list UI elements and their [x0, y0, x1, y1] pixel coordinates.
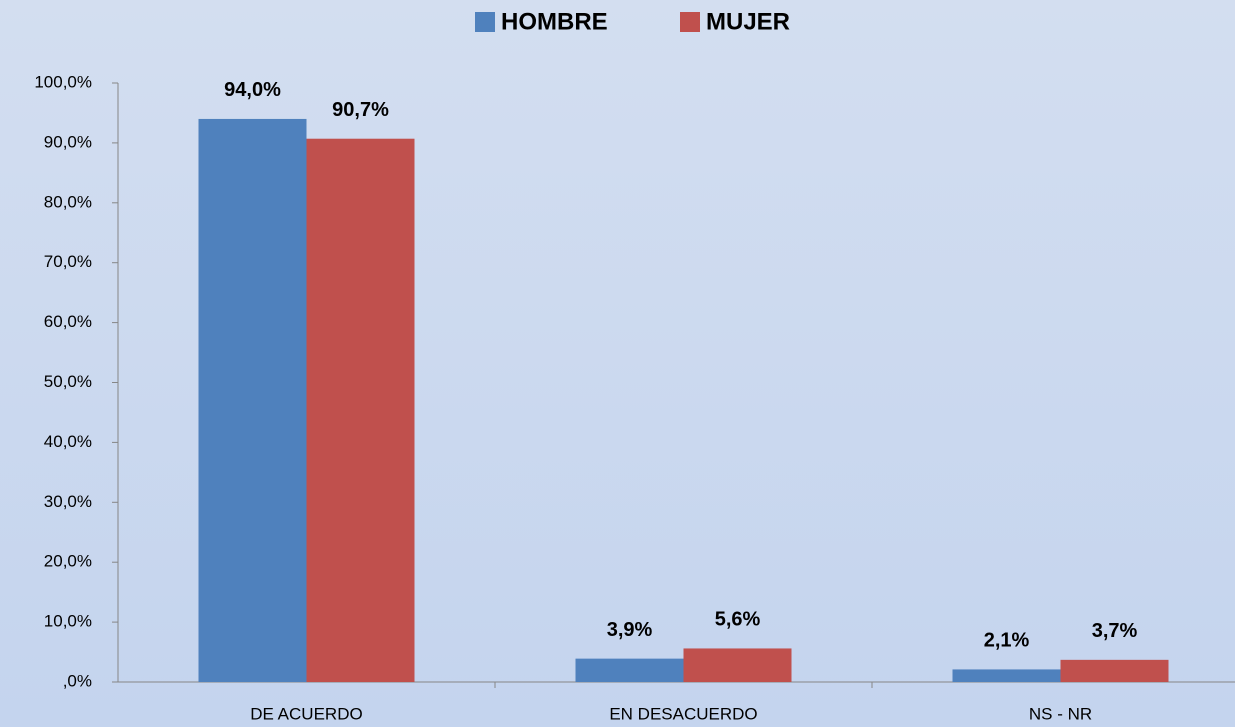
legend-swatch [680, 12, 700, 32]
y-tick-label: 100,0% [34, 72, 92, 91]
bar [198, 118, 307, 682]
y-tick-label: 80,0% [44, 192, 92, 211]
y-tick-label: 40,0% [44, 432, 92, 451]
value-label: 3,9% [607, 619, 653, 641]
y-tick-label: 10,0% [44, 612, 92, 631]
y-tick-label: 70,0% [44, 252, 92, 271]
y-tick-label: ,0% [63, 671, 92, 690]
value-label: 90,7% [332, 99, 389, 121]
value-label: 2,1% [984, 630, 1030, 652]
x-tick-label: DE ACUERDO [250, 704, 362, 723]
x-tick-label: NS - NR [1029, 704, 1092, 723]
bar [1060, 659, 1169, 682]
bar [306, 138, 415, 682]
y-tick-label: 60,0% [44, 312, 92, 331]
legend-swatch [475, 12, 495, 32]
legend-label: HOMBRE [501, 8, 608, 35]
value-label: 94,0% [224, 79, 281, 101]
bar [952, 669, 1061, 682]
y-tick-label: 90,0% [44, 132, 92, 151]
y-tick-label: 50,0% [44, 372, 92, 391]
y-tick-label: 20,0% [44, 552, 92, 571]
legend-label: MUJER [706, 8, 790, 35]
y-tick-label: 30,0% [44, 492, 92, 511]
bar [575, 658, 684, 682]
value-label: 3,7% [1092, 620, 1138, 642]
bar [683, 648, 792, 682]
value-label: 5,6% [715, 609, 761, 631]
x-tick-label: EN DESACUERDO [609, 704, 757, 723]
